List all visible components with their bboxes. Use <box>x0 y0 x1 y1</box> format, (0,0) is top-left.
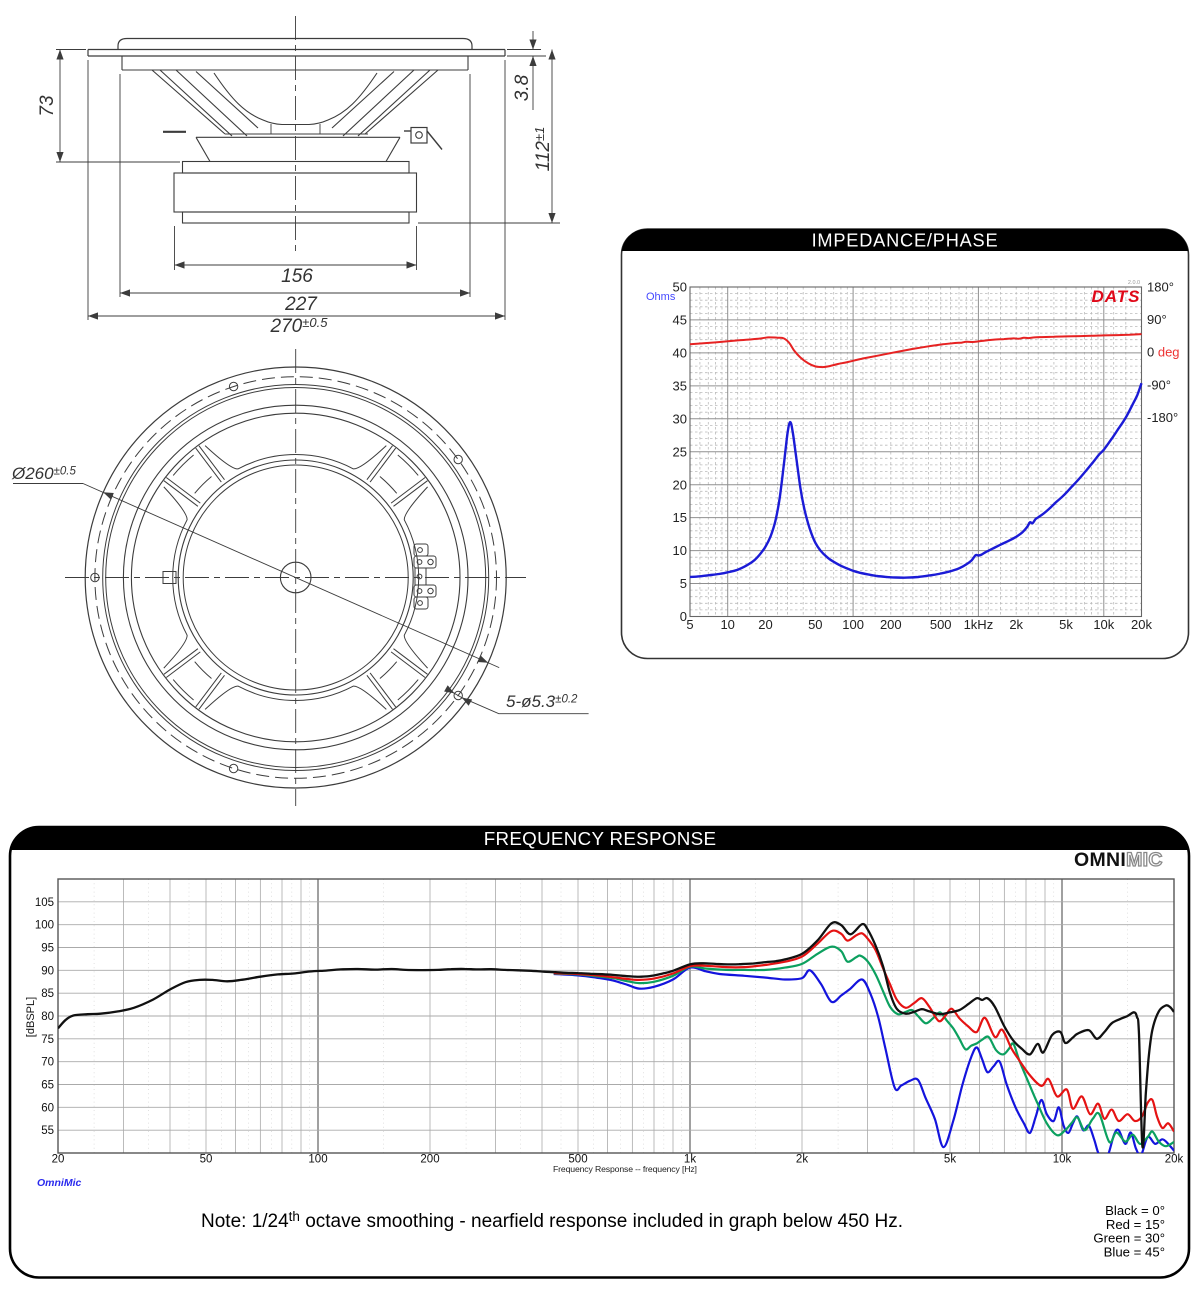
svg-text:90: 90 <box>41 965 54 977</box>
svg-text:10: 10 <box>720 617 734 632</box>
svg-text:85: 85 <box>41 988 54 1000</box>
svg-text:Green = 30°: Green = 30° <box>1093 1231 1165 1246</box>
svg-text:2k: 2k <box>1009 617 1023 632</box>
svg-text:20k: 20k <box>1131 617 1152 632</box>
svg-text:3.8: 3.8 <box>512 74 533 101</box>
svg-text:105: 105 <box>35 897 54 909</box>
svg-text:75: 75 <box>41 1034 54 1046</box>
svg-text:5: 5 <box>686 617 693 632</box>
svg-text:200: 200 <box>880 617 902 632</box>
svg-text:5k: 5k <box>944 1154 956 1166</box>
svg-text:50: 50 <box>808 617 822 632</box>
svg-text:10: 10 <box>673 543 687 558</box>
svg-text:IMPEDANCE/PHASE: IMPEDANCE/PHASE <box>812 231 999 251</box>
svg-text:40: 40 <box>673 346 687 361</box>
svg-text:65: 65 <box>41 1080 54 1092</box>
svg-text:73: 73 <box>37 95 58 117</box>
svg-text:180°: 180° <box>1147 280 1174 295</box>
svg-text:500: 500 <box>930 617 952 632</box>
svg-text:5: 5 <box>680 576 687 591</box>
svg-text:25: 25 <box>673 444 687 459</box>
svg-text:10k: 10k <box>1093 617 1114 632</box>
svg-text:0: 0 <box>680 609 687 624</box>
svg-text:Note: 1/24th octave smoothing: Note: 1/24th octave smoothing - nearfiel… <box>201 1209 903 1232</box>
svg-text:0 deg: 0 deg <box>1147 345 1180 360</box>
svg-text:50: 50 <box>200 1154 213 1166</box>
svg-text:FREQUENCY RESPONSE: FREQUENCY RESPONSE <box>484 828 717 849</box>
svg-text:-180°: -180° <box>1147 410 1178 425</box>
svg-text:55: 55 <box>41 1125 54 1137</box>
svg-text:100: 100 <box>308 1154 327 1166</box>
svg-text:5k: 5k <box>1059 617 1073 632</box>
svg-text:45: 45 <box>673 313 687 328</box>
svg-text:Black = 0°: Black = 0° <box>1105 1203 1165 1218</box>
svg-text:227: 227 <box>284 294 318 315</box>
svg-text:20: 20 <box>52 1154 65 1166</box>
svg-text:1kHz: 1kHz <box>964 617 994 632</box>
svg-text:Ohms: Ohms <box>646 291 676 303</box>
svg-text:100: 100 <box>35 920 54 932</box>
svg-text:OmniMic: OmniMic <box>37 1177 81 1189</box>
svg-text:[dBSPL]: [dBSPL] <box>25 997 37 1037</box>
svg-text:70: 70 <box>41 1057 54 1069</box>
svg-text:60: 60 <box>41 1102 54 1114</box>
svg-text:2.0.0: 2.0.0 <box>1128 280 1140 286</box>
svg-text:156: 156 <box>281 266 313 287</box>
svg-text:20: 20 <box>673 477 687 492</box>
svg-text:10k: 10k <box>1053 1154 1072 1166</box>
svg-text:50: 50 <box>673 280 687 295</box>
svg-text:Frequency Response -- frequenc: Frequency Response -- frequency [Hz] <box>553 1164 697 1174</box>
svg-text:Red = 15°: Red = 15° <box>1106 1217 1165 1232</box>
svg-text:30: 30 <box>673 411 687 426</box>
svg-text:20: 20 <box>758 617 772 632</box>
svg-text:95: 95 <box>41 943 54 955</box>
svg-text:2k: 2k <box>796 1154 808 1166</box>
svg-text:90°: 90° <box>1147 312 1167 327</box>
svg-text:15: 15 <box>673 510 687 525</box>
svg-text:DATS: DATS <box>1091 287 1140 306</box>
svg-text:100: 100 <box>842 617 864 632</box>
svg-text:20k: 20k <box>1165 1154 1184 1166</box>
svg-text:500: 500 <box>568 1154 587 1166</box>
svg-text:80: 80 <box>41 1011 54 1023</box>
svg-text:200: 200 <box>420 1154 439 1166</box>
svg-text:OMNIMIC: OMNIMIC <box>1074 849 1163 871</box>
svg-text:-90°: -90° <box>1147 378 1171 393</box>
svg-text:Blue = 45°: Blue = 45° <box>1104 1244 1165 1259</box>
svg-text:1k: 1k <box>684 1154 696 1166</box>
svg-text:35: 35 <box>673 379 687 394</box>
